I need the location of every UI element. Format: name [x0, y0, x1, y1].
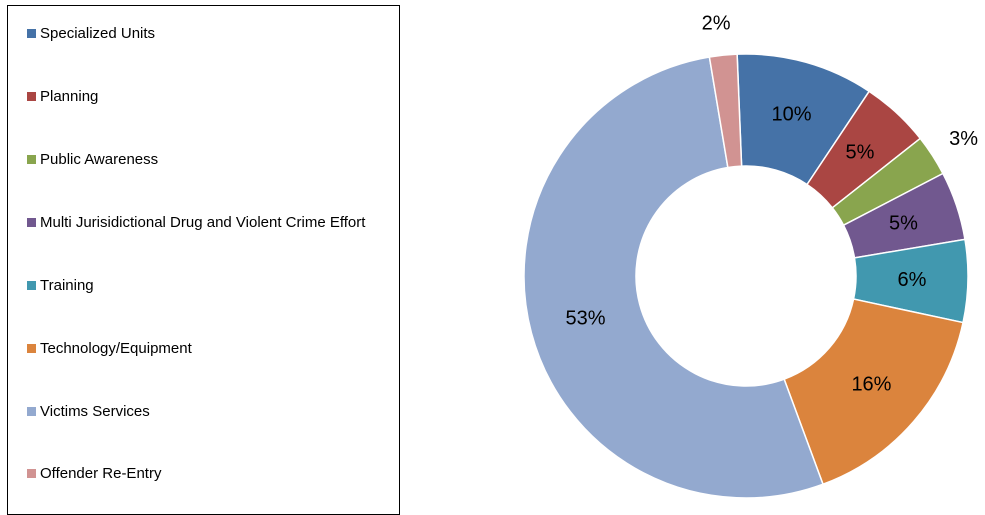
legend-swatch: [27, 281, 36, 290]
legend-swatch: [27, 469, 36, 478]
slice-technology-equipment: [783, 298, 964, 486]
data-label: 53%: [566, 308, 606, 330]
data-label: 6%: [898, 269, 927, 291]
legend-item-technology-equipment: Technology/Equipment: [27, 338, 192, 360]
legend-label: Victims Services: [40, 403, 150, 420]
legend-item-specialized-units: Specialized Units: [27, 23, 155, 45]
legend-item-multi-jurisdictional: Multi Jurisidictional Drug and Violent C…: [27, 212, 365, 234]
slice-offender-re-entry: [708, 53, 743, 169]
legend-label: Public Awareness: [40, 151, 159, 168]
legend-label: Technology/Equipment: [40, 340, 192, 357]
legend-label: Planning: [40, 88, 99, 105]
data-label: 16%: [851, 374, 891, 396]
legend-item-public-awareness: Public Awareness: [27, 149, 158, 171]
data-label: 5%: [845, 142, 874, 164]
legend-swatch: [27, 155, 36, 164]
legend-item-offender-re-entry: Offender Re-Entry: [27, 463, 161, 485]
legend-item-victims-services: Victims Services: [27, 401, 150, 423]
data-label: 5%: [889, 212, 918, 234]
legend-swatch: [27, 92, 36, 101]
data-label: 3%: [949, 128, 978, 150]
donut-chart: 10% 5% 3% 5% 6% 16% 53% 2%: [523, 12, 978, 499]
legend: Specialized Units Planning Public Awaren…: [7, 5, 400, 515]
legend-swatch: [27, 344, 36, 353]
legend-label: Training: [40, 277, 94, 294]
legend-swatch: [27, 407, 36, 416]
legend-swatch: [27, 218, 36, 227]
data-label: 10%: [771, 103, 811, 125]
data-label: 2%: [702, 12, 731, 34]
legend-item-planning: Planning: [27, 86, 98, 108]
legend-label: Specialized Units: [40, 25, 156, 42]
legend-item-training: Training: [27, 275, 94, 297]
legend-label: Multi Jurisidictional Drug and Violent C…: [40, 214, 366, 231]
slice-victims-services: [523, 56, 824, 499]
legend-label: Offender Re-Entry: [40, 465, 162, 482]
legend-swatch: [27, 29, 36, 38]
